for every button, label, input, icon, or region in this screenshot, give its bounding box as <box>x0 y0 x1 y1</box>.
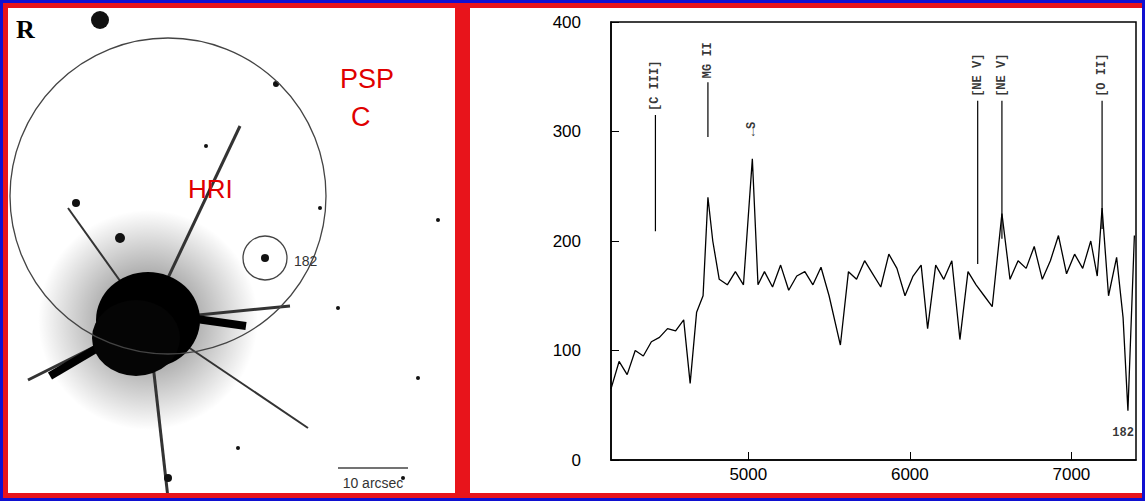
svg-text:[C III]: [C III] <box>648 61 662 111</box>
svg-text:200: 200 <box>553 232 581 251</box>
svg-text:10 arcsec: 10 arcsec <box>343 475 404 491</box>
svg-text:HRI: HRI <box>188 174 233 204</box>
svg-text:182: 182 <box>1112 426 1134 440</box>
svg-text:7000: 7000 <box>1052 465 1090 484</box>
svg-text:400: 400 <box>553 13 581 32</box>
svg-text:[NE V]: [NE V] <box>971 54 985 97</box>
svg-text:[O II]: [O II] <box>1095 54 1109 97</box>
svg-text:PSP: PSP <box>340 64 394 94</box>
svg-text:C: C <box>351 102 371 132</box>
svg-text:6000: 6000 <box>891 465 929 484</box>
svg-text:100: 100 <box>553 341 581 360</box>
svg-text:MG II: MG II <box>701 42 715 78</box>
svg-text:5000: 5000 <box>729 465 767 484</box>
svg-text:300: 300 <box>553 122 581 141</box>
svg-text:[NE V]: [NE V] <box>995 54 1009 97</box>
svg-text:←S: ←S <box>745 122 759 136</box>
svg-text:182: 182 <box>294 253 318 269</box>
svg-text:0: 0 <box>572 451 581 470</box>
svg-text:R: R <box>16 15 35 44</box>
